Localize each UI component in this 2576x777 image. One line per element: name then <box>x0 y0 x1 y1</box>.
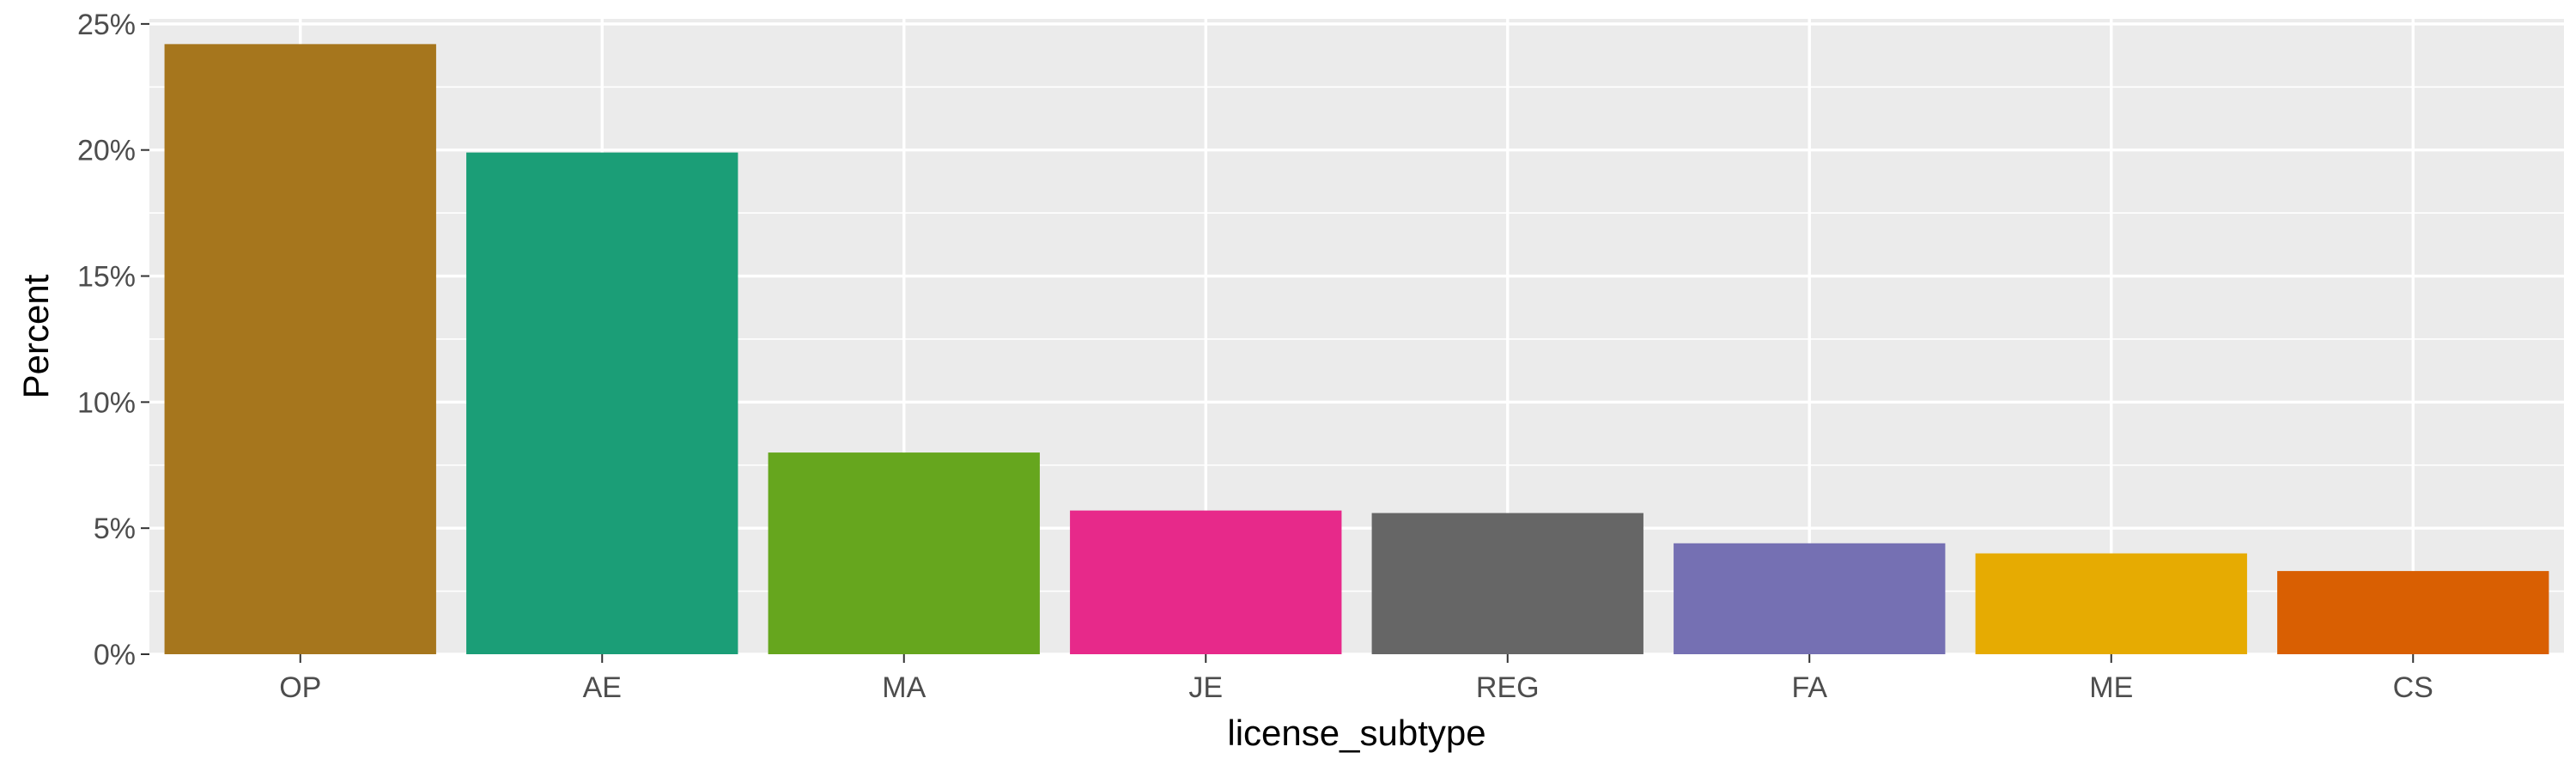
x-tick-label: AE <box>583 671 622 704</box>
x-tick-label: CS <box>2393 671 2433 704</box>
x-tick-label: OP <box>279 671 321 704</box>
x-tick-label: FA <box>1791 671 1827 704</box>
x-tick-label: REG <box>1476 671 1540 704</box>
x-tick-label: MA <box>882 671 926 704</box>
y-axis-title: Percent <box>15 274 56 398</box>
bar-reg <box>1371 513 1643 654</box>
y-tick-label: 0% <box>94 639 136 671</box>
axes: 0% 5% 10% 15% 20% 25% OP AE MA JE REG FA ME CS <box>77 9 2433 704</box>
bar-me <box>1975 553 2247 654</box>
bar-fa <box>1674 543 1946 654</box>
y-tick-label: 15% <box>77 261 136 294</box>
bars <box>164 44 2549 655</box>
y-tick-label: 20% <box>77 135 136 167</box>
bar-op <box>164 44 436 655</box>
bar-ae <box>466 152 738 655</box>
bar-je <box>1070 510 1342 654</box>
y-tick-label: 5% <box>94 513 136 545</box>
bar-cs <box>2277 571 2549 654</box>
x-tick-label: ME <box>2089 671 2133 704</box>
x-axis-title: license_subtype <box>1227 713 1485 753</box>
y-tick-label: 10% <box>77 386 136 419</box>
y-tick-label: 25% <box>77 9 136 41</box>
bar-ma <box>768 452 1040 654</box>
x-tick-label: JE <box>1188 671 1223 704</box>
